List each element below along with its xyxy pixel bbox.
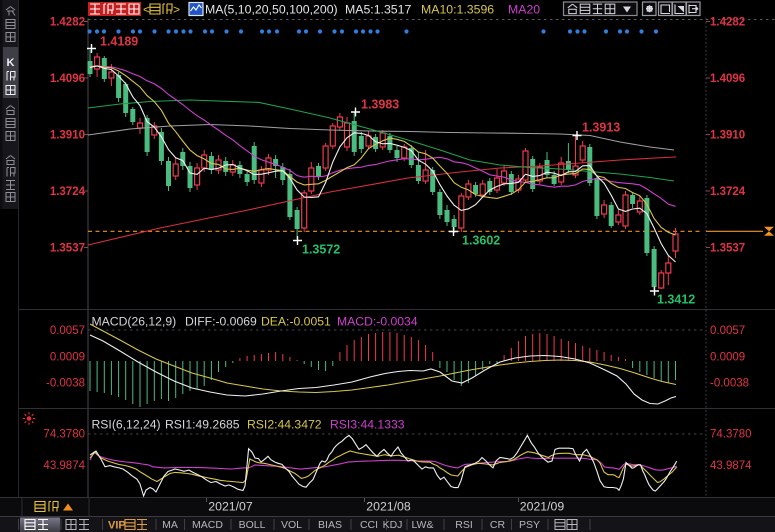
svg-text:LW&: LW&	[412, 519, 434, 531]
svg-text:PSY: PSY	[519, 519, 540, 531]
svg-text:>: >	[173, 3, 180, 17]
svg-text:0.0057: 0.0057	[710, 325, 745, 337]
svg-text:MACD: MACD	[192, 519, 223, 531]
svg-text:MA(5,10,20,50,100,200): MA(5,10,20,50,100,200)	[205, 3, 338, 17]
svg-text:MACD:-0.0034: MACD:-0.0034	[337, 315, 418, 329]
svg-text:CCI: CCI	[360, 519, 378, 531]
svg-text:2021/07: 2021/07	[208, 500, 253, 514]
svg-text:1.3412: 1.3412	[657, 293, 695, 307]
svg-text:1.3724: 1.3724	[50, 186, 86, 198]
svg-text:43.9874: 43.9874	[43, 460, 85, 472]
svg-text:RSI3:44.1333: RSI3:44.1333	[330, 418, 405, 432]
svg-text:2021/09: 2021/09	[520, 500, 565, 514]
svg-text:43.9874: 43.9874	[710, 460, 752, 472]
svg-text:74.3780: 74.3780	[710, 428, 752, 440]
svg-text:2021/08: 2021/08	[366, 500, 411, 514]
svg-text:DIFF:-0.0069: DIFF:-0.0069	[185, 315, 257, 329]
svg-text:1.3537: 1.3537	[50, 243, 85, 255]
svg-text:MA20: MA20	[508, 3, 540, 17]
svg-text:1.3602: 1.3602	[462, 234, 500, 248]
svg-text:1.4096: 1.4096	[50, 73, 85, 85]
svg-text:VIP: VIP	[108, 520, 126, 532]
svg-text:-0.0038: -0.0038	[710, 378, 749, 390]
svg-text:1.3537: 1.3537	[710, 243, 745, 255]
svg-text:1.3983: 1.3983	[361, 98, 399, 112]
svg-text:BIAS: BIAS	[318, 519, 342, 531]
svg-text:0.0009: 0.0009	[50, 351, 85, 363]
svg-text:1.4096: 1.4096	[710, 73, 745, 85]
svg-text:K: K	[7, 57, 15, 69]
svg-text:DEA:-0.0051: DEA:-0.0051	[261, 315, 331, 329]
svg-text:KDJ: KDJ	[383, 519, 403, 531]
svg-text:MA5:1.3517: MA5:1.3517	[345, 3, 411, 17]
svg-text:1.4189: 1.4189	[100, 35, 138, 49]
svg-text:1.4282: 1.4282	[710, 17, 745, 29]
svg-text:-0.0038: -0.0038	[46, 378, 85, 390]
svg-text:1.3913: 1.3913	[582, 121, 620, 135]
svg-text:CR: CR	[490, 519, 506, 531]
svg-text:0.0009: 0.0009	[710, 351, 745, 363]
svg-text:MA10:1.3596: MA10:1.3596	[421, 3, 494, 17]
svg-text:1.3572: 1.3572	[302, 243, 340, 257]
svg-text:1.3910: 1.3910	[50, 130, 85, 142]
svg-text:1.3724: 1.3724	[710, 186, 746, 198]
svg-text:MACD(26,12,9): MACD(26,12,9)	[92, 315, 177, 329]
svg-text:RSI2:44.3472: RSI2:44.3472	[247, 418, 322, 432]
svg-text:0.0057: 0.0057	[50, 325, 85, 337]
svg-text:VOL: VOL	[281, 519, 302, 531]
svg-text:RSI: RSI	[455, 519, 473, 531]
svg-text:MA: MA	[162, 519, 178, 531]
svg-text:74.3780: 74.3780	[43, 428, 85, 440]
svg-text:1.4282: 1.4282	[50, 17, 85, 29]
svg-text:RSI(6,12,24): RSI(6,12,24)	[92, 418, 161, 432]
svg-text:BOLL: BOLL	[239, 519, 266, 531]
svg-text:<: <	[143, 3, 150, 17]
svg-text:RSI1:49.2685: RSI1:49.2685	[165, 418, 240, 432]
svg-text:1.3910: 1.3910	[710, 130, 745, 142]
